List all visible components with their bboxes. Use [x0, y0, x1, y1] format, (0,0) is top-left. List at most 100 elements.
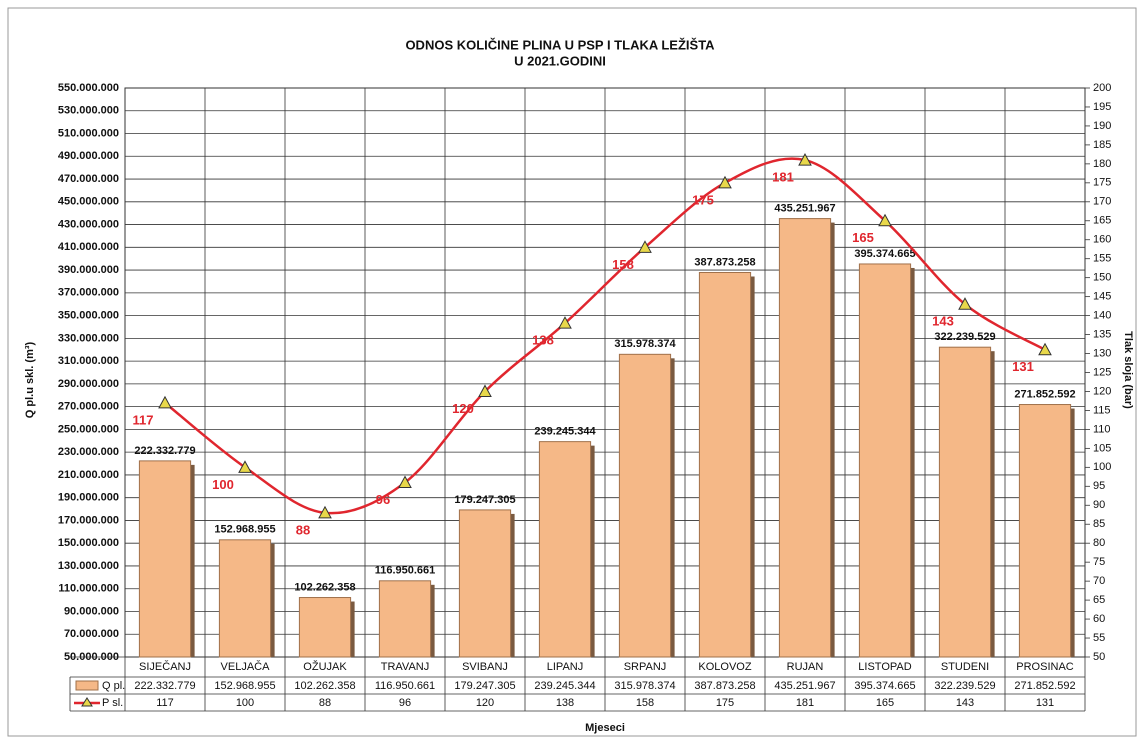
- bar: [458, 509, 512, 658]
- y-tick-label: 550.000.000: [58, 82, 119, 94]
- line-value-label: 96: [376, 492, 390, 507]
- chart-title: ODNOS KOLIČINE PLINA U PSP I TLAKA LEŽIŠ…: [405, 37, 715, 52]
- bar: [938, 346, 992, 658]
- bar-value-label: 239.245.344: [534, 426, 596, 438]
- bar-value-label: 322.239.529: [934, 331, 995, 343]
- table-value: 175: [716, 697, 734, 709]
- table-value: 131: [1036, 697, 1054, 709]
- line-marker: [958, 297, 972, 310]
- table-value: 152.968.955: [214, 680, 275, 692]
- y2-tick-label: 175: [1093, 177, 1111, 189]
- y-tick-label: 130.000.000: [58, 560, 119, 572]
- line-marker: [878, 213, 892, 227]
- legend-label: Q pl.: [102, 680, 125, 692]
- y2-tick-label: 55: [1093, 632, 1105, 644]
- bar: [218, 539, 272, 658]
- bar: [538, 441, 592, 658]
- line-marker: [478, 384, 492, 397]
- x-tick-label: LISTOPAD: [858, 661, 911, 673]
- line-value-label: 143: [932, 314, 954, 329]
- y-tick-label: 90.000.000: [64, 605, 119, 617]
- bar-value-label: 222.332.779: [134, 445, 195, 457]
- y2-tick-label: 145: [1093, 291, 1111, 303]
- x-tick-label: SVIBANJ: [462, 661, 508, 673]
- bar-value-label: 315.978.374: [614, 338, 676, 350]
- line-marker: [798, 153, 812, 166]
- y-tick-label: 510.000.000: [58, 127, 119, 139]
- table-value: 143: [956, 697, 974, 709]
- line-value-label: 138: [532, 333, 554, 348]
- table-value: 435.251.967: [774, 680, 835, 692]
- y-tick-label: 470.000.000: [58, 173, 119, 185]
- chart-subtitle: U 2021.GODINI: [514, 53, 606, 68]
- y-tick-label: 250.000.000: [58, 423, 119, 435]
- legend-marker: [81, 697, 93, 707]
- table-value: 271.852.592: [1014, 680, 1075, 692]
- table-value: 96: [399, 697, 411, 709]
- y2-tick-label: 200: [1093, 82, 1111, 94]
- bar: [1018, 404, 1072, 658]
- bar-value-label: 395.374.665: [854, 248, 915, 260]
- bar-value-label: 387.873.258: [694, 256, 755, 268]
- x-tick-label: TRAVANJ: [381, 661, 430, 673]
- bar: [778, 218, 832, 658]
- table-value: 239.245.344: [534, 680, 595, 692]
- y2-tick-label: 90: [1093, 499, 1105, 511]
- bar: [858, 263, 912, 658]
- y2-tick-label: 100: [1093, 461, 1111, 473]
- y2-tick-label: 125: [1093, 366, 1111, 378]
- y-tick-label: 230.000.000: [58, 446, 119, 458]
- line-value-label: 165: [852, 230, 874, 245]
- y2-tick-label: 165: [1093, 215, 1111, 227]
- table-value: 102.262.358: [294, 680, 355, 692]
- legend-label: P sl.: [102, 697, 123, 709]
- y-tick-label: 310.000.000: [58, 355, 119, 367]
- x-tick-label: KOLOVOZ: [698, 661, 751, 673]
- y-tick-label: 370.000.000: [58, 287, 119, 299]
- x-tick-label: OŽUJAK: [303, 660, 347, 673]
- x-tick-label: STUDENI: [941, 661, 989, 673]
- y2-tick-label: 170: [1093, 196, 1111, 208]
- y2-tick-label: 80: [1093, 537, 1105, 549]
- line-value-label: 88: [296, 522, 310, 537]
- y-tick-label: 430.000.000: [58, 218, 119, 230]
- y-tick-label: 350.000.000: [58, 310, 119, 322]
- bar-value-label: 152.968.955: [214, 524, 275, 536]
- line-value-label: 100: [212, 477, 234, 492]
- table-value: 116.950.661: [375, 680, 435, 692]
- bar: [698, 272, 752, 658]
- bar-value-label: 271.852.592: [1014, 388, 1075, 400]
- table-value: 88: [319, 697, 331, 709]
- y2-tick-label: 185: [1093, 139, 1111, 151]
- y-tick-label: 170.000.000: [58, 514, 119, 526]
- line-marker: [638, 240, 652, 253]
- y2-tick-label: 195: [1093, 101, 1111, 113]
- table-value: 117: [156, 697, 174, 709]
- y2-tick-label: 190: [1093, 120, 1111, 132]
- y2-tick-label: 115: [1093, 404, 1111, 416]
- x-tick-label: SIJEČANJ: [139, 660, 191, 673]
- line-value-label: 158: [612, 257, 634, 272]
- line-marker: [238, 460, 252, 473]
- x-tick-label: RUJAN: [787, 661, 824, 673]
- y2-tick-label: 70: [1093, 575, 1105, 587]
- y-tick-label: 530.000.000: [58, 105, 119, 117]
- y-tick-label: 270.000.000: [58, 401, 119, 413]
- y-tick-label: 70.000.000: [64, 628, 119, 640]
- line-marker: [398, 475, 412, 489]
- bar-value-label: 116.950.661: [375, 565, 436, 577]
- line-value-label: 117: [133, 412, 154, 427]
- legend-swatch: [75, 680, 99, 691]
- table-value: 100: [236, 697, 254, 709]
- table-value: 120: [476, 697, 494, 709]
- line-marker: [718, 175, 732, 189]
- y-tick-label: 410.000.000: [58, 241, 119, 253]
- y2-tick-label: 65: [1093, 594, 1105, 606]
- bar: [378, 580, 432, 658]
- y2-tick-label: 50: [1093, 651, 1105, 663]
- y2-axis-label: Tlak sloja (bar): [1122, 331, 1134, 409]
- y2-tick-label: 85: [1093, 518, 1105, 530]
- y2-tick-label: 160: [1093, 234, 1111, 246]
- y2-tick-label: 150: [1093, 272, 1111, 284]
- y-tick-label: 210.000.000: [58, 469, 119, 481]
